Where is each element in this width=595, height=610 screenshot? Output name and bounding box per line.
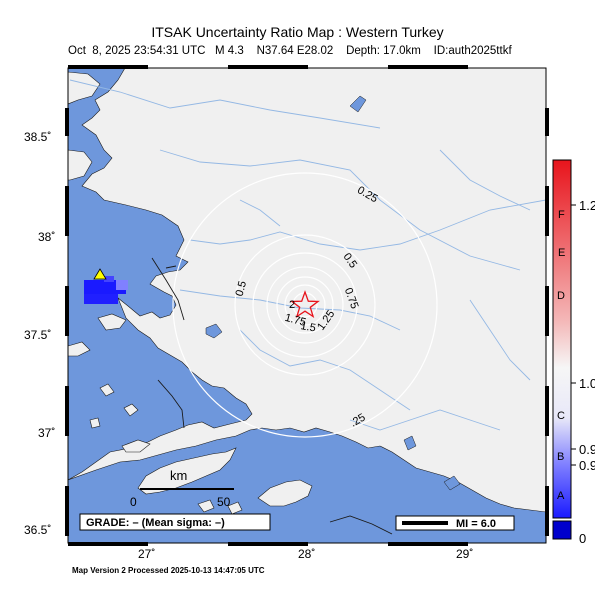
lake-bafa [205,323,223,339]
colorbar-value: 0.9 [579,442,595,457]
grade-legend: GRADE: – (Mean sigma: –) [79,513,271,531]
colorbar-value: 0.9 [579,458,595,473]
epicenter-star-icon [290,290,320,319]
scale-unit-label: km [170,468,187,483]
map-frame [65,65,549,546]
station-triangle-icon [93,268,107,280]
lon-label: 27˚ [138,547,155,561]
scale-end-label: 50 [217,495,231,509]
lon-label: 28˚ [298,547,315,561]
island-chios [68,149,93,181]
island-lesvos [68,71,101,105]
lake-north [349,95,367,113]
grade-text: GRADE: – (Mean sigma: –) [86,517,225,529]
island-ikaria [68,341,91,357]
event-info: Oct 8, 2025 23:54:31 UTC M 4.3 N37.64 E2… [68,45,512,57]
longitude-labels: 27˚ 28˚ 29˚ [138,547,473,561]
scale-start-label: 0 [130,495,137,509]
contour-label: 0.5 [234,280,250,298]
colorbar-letter: D [557,290,565,302]
uncertainty-contours [172,172,438,438]
colorbar-letter: B [557,451,564,463]
contour-label: 1.5 [300,320,317,334]
aegean-sea [68,68,253,481]
lat-label: 37˚ [38,426,55,440]
colorbar-letter: F [558,209,565,221]
station-grid [84,276,128,304]
colorbar-value: 1.2 [579,198,595,213]
lat-label: 37.5˚ [24,328,51,342]
lake-east [403,435,417,451]
map-title: ITSAK Uncertainty Ratio Map : Western Tu… [151,24,444,40]
fault-lines [151,257,393,535]
island-kos [121,439,151,453]
colorbar-letter: E [558,247,565,259]
colorbar-value: 0 [579,531,586,546]
lake-south [443,475,461,491]
island-small-c [89,417,101,429]
rivers [69,79,546,431]
island-small-e [227,501,243,515]
island-small-a [123,403,139,417]
latitude-labels: 38.5˚ 38˚ 37.5˚ 37˚ 36.5˚ [24,130,55,537]
colorbar-letter: A [557,490,565,502]
colorbar-letter: C [557,410,565,422]
contour-label: 1.75 [283,312,307,329]
lon-label: 29˚ [456,547,473,561]
lat-label: 38.5˚ [24,130,51,144]
lat-label: 38˚ [38,230,55,244]
peninsula-east [257,479,313,507]
colorbar-value: 1.0 [579,376,595,391]
processing-footer: Map Version 2 Processed 2025-10-13 14:47… [72,566,265,575]
island-small-b [99,383,115,397]
island-samos [97,313,127,331]
island-small-d [197,499,215,513]
contour-label: 2 [289,299,295,311]
mi-text: MI = 6.0 [456,518,496,530]
lat-label: 36.5˚ [24,523,51,537]
scale-bar: km 0 50 [130,468,234,509]
mi-legend: MI = 6.0 [395,515,515,531]
colorbar: F E D C B A 1.2 1.0 0.9 0.9 0 [552,159,595,546]
